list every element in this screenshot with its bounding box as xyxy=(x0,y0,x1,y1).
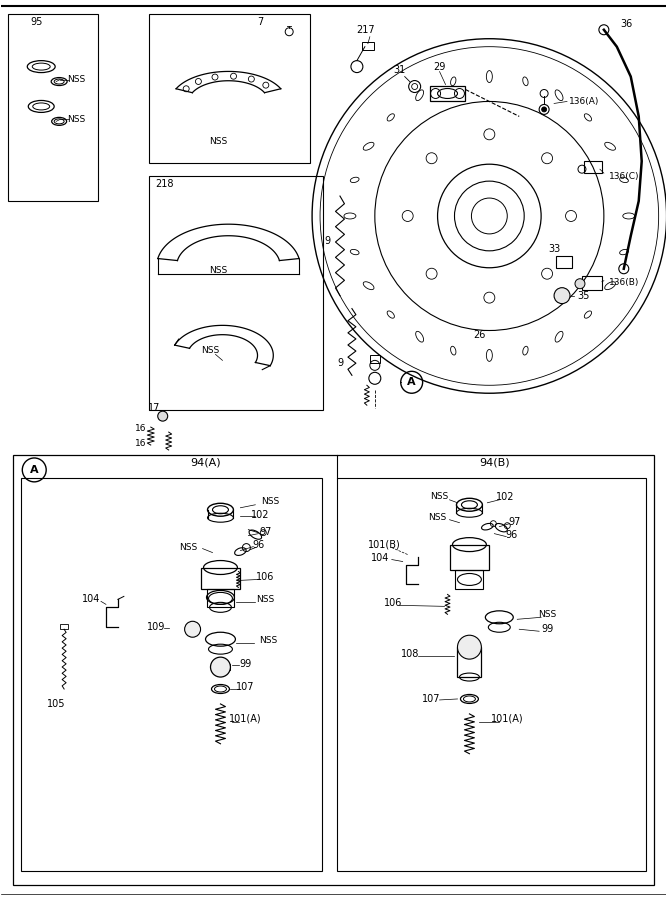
Text: 101(B): 101(B) xyxy=(368,540,401,550)
Bar xyxy=(149,176,323,410)
Bar xyxy=(207,590,234,608)
Text: NSS: NSS xyxy=(201,346,219,355)
Text: 102: 102 xyxy=(496,491,514,502)
Text: A: A xyxy=(408,377,416,387)
Circle shape xyxy=(185,621,201,637)
Text: 36: 36 xyxy=(621,19,633,29)
Text: 99: 99 xyxy=(239,659,251,669)
Bar xyxy=(456,570,484,590)
Text: 94(B): 94(B) xyxy=(479,458,510,468)
Text: 95: 95 xyxy=(30,17,43,27)
Text: 16: 16 xyxy=(135,424,147,433)
Bar xyxy=(584,161,602,173)
Text: 106: 106 xyxy=(256,572,275,582)
Text: NSS: NSS xyxy=(67,75,85,84)
Bar xyxy=(21,478,322,871)
Text: 101(A): 101(A) xyxy=(491,714,524,724)
Bar xyxy=(430,86,466,102)
Text: NSS: NSS xyxy=(209,266,227,275)
Bar xyxy=(362,41,374,50)
Bar xyxy=(13,455,654,886)
Text: NSS: NSS xyxy=(430,492,449,501)
Text: 26: 26 xyxy=(473,330,486,340)
Text: 96: 96 xyxy=(505,529,518,540)
Text: NSS: NSS xyxy=(428,513,447,522)
Text: 33: 33 xyxy=(548,244,560,254)
Text: 105: 105 xyxy=(47,699,65,709)
Text: 97: 97 xyxy=(259,526,271,536)
Bar xyxy=(582,275,602,290)
Text: 101(A): 101(A) xyxy=(229,714,261,724)
Text: 31: 31 xyxy=(394,65,406,75)
Text: 97: 97 xyxy=(508,517,520,526)
Text: 99: 99 xyxy=(541,625,553,634)
Text: 7: 7 xyxy=(257,17,263,27)
Text: NSS: NSS xyxy=(538,610,556,619)
Circle shape xyxy=(211,657,230,677)
Bar xyxy=(458,647,482,677)
Text: 217: 217 xyxy=(357,25,375,35)
Text: 35: 35 xyxy=(577,291,590,301)
Text: NSS: NSS xyxy=(261,498,279,507)
Text: NSS: NSS xyxy=(179,543,197,552)
Bar xyxy=(60,625,68,629)
Text: 9: 9 xyxy=(337,358,343,368)
Text: A: A xyxy=(30,465,39,475)
Text: 9: 9 xyxy=(324,236,330,246)
Circle shape xyxy=(575,279,585,289)
Text: NSS: NSS xyxy=(256,595,274,604)
Bar xyxy=(211,664,230,670)
Text: NSS: NSS xyxy=(67,115,85,124)
Bar xyxy=(149,14,310,163)
Text: NSS: NSS xyxy=(209,137,227,146)
Bar xyxy=(9,14,98,201)
Text: 29: 29 xyxy=(434,61,446,72)
Text: 16: 16 xyxy=(135,438,147,447)
Bar xyxy=(201,568,240,590)
Text: 17: 17 xyxy=(147,403,160,413)
Circle shape xyxy=(458,635,482,659)
Circle shape xyxy=(157,411,167,421)
Text: 107: 107 xyxy=(422,694,441,704)
Text: 108: 108 xyxy=(400,649,419,659)
Text: 136(C): 136(C) xyxy=(609,172,640,181)
Text: 104: 104 xyxy=(371,553,389,562)
Bar xyxy=(370,356,380,364)
Text: 218: 218 xyxy=(155,179,174,189)
Text: 136(B): 136(B) xyxy=(609,278,639,287)
Bar xyxy=(337,478,646,871)
Text: 109: 109 xyxy=(147,622,165,633)
Bar xyxy=(450,544,490,570)
Circle shape xyxy=(542,107,547,112)
Text: 107: 107 xyxy=(236,682,255,692)
Text: NSS: NSS xyxy=(259,635,277,644)
Text: 136(A): 136(A) xyxy=(569,97,600,106)
Circle shape xyxy=(554,288,570,303)
Text: 106: 106 xyxy=(384,598,402,608)
Text: 104: 104 xyxy=(82,594,100,605)
Text: 94(A): 94(A) xyxy=(190,458,221,468)
Text: 96: 96 xyxy=(252,540,264,550)
Bar xyxy=(556,256,572,268)
Text: 102: 102 xyxy=(251,509,269,519)
